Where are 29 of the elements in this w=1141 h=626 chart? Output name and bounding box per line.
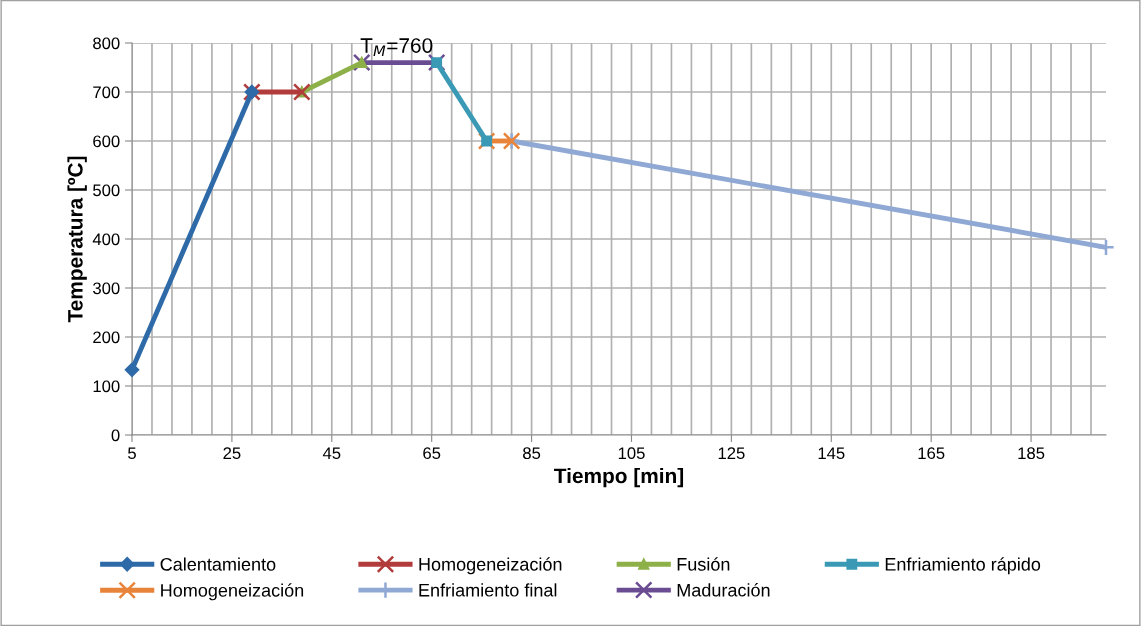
legend-label: Homogeneización [161, 583, 304, 601]
legend-label: Calentamiento [160, 557, 276, 571]
x-tick-label: 65 [423, 447, 441, 460]
y-tick-label: 200 [93, 331, 120, 344]
x-tick-label: 45 [322, 447, 341, 460]
y-tick-label: 300 [93, 282, 120, 295]
y-tick-label: 0 [111, 429, 120, 442]
x-tick-label: 185 [1018, 447, 1045, 460]
x-tick-label: 85 [523, 447, 541, 460]
x-tick-label: 125 [718, 447, 745, 460]
x-tick-label: 105 [618, 447, 645, 460]
legend-label: Enfriamiento rápido [885, 557, 1041, 575]
y-tick-label: 600 [93, 135, 120, 148]
y-tick-label: 500 [93, 184, 120, 197]
legend-label: Maduración [677, 583, 770, 597]
x-tick-label: 25 [223, 447, 241, 460]
x-tick-label: 145 [818, 447, 845, 460]
legend-label: Homogeneización [419, 557, 562, 575]
y-axis-title: Temperatura [ºC] [67, 156, 87, 323]
legend-label: Fusión [677, 557, 730, 571]
legend-label: Enfriamiento final [419, 583, 557, 597]
x-tick-label: 165 [918, 447, 945, 460]
x-axis-title: Tiempo [min] [554, 467, 684, 488]
y-tick-label: 100 [93, 380, 120, 393]
annotation: T$_{M}$=760 [360, 38, 433, 57]
x-tick-label: 5 [128, 447, 136, 460]
y-tick-label: 800 [93, 37, 120, 50]
y-tick-label: 700 [93, 86, 120, 99]
y-tick-label: 400 [92, 233, 120, 246]
